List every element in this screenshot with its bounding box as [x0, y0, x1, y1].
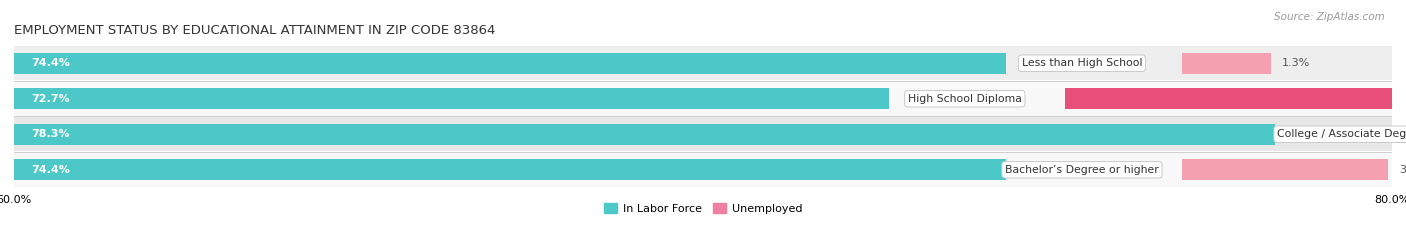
Text: Less than High School: Less than High School	[1022, 58, 1142, 68]
Text: 1.3%: 1.3%	[1282, 58, 1310, 68]
Text: 72.7%: 72.7%	[31, 94, 70, 104]
Legend: In Labor Force, Unemployed: In Labor Force, Unemployed	[599, 199, 807, 218]
Bar	[1182, 159, 1389, 180]
Text: 3.0%: 3.0%	[1399, 165, 1406, 175]
Bar	[14, 153, 1392, 187]
Bar	[14, 53, 1007, 74]
Text: 74.4%: 74.4%	[31, 165, 70, 175]
Bar	[14, 82, 1392, 116]
Text: Bachelor’s Degree or higher: Bachelor’s Degree or higher	[1005, 165, 1159, 175]
Bar	[14, 88, 889, 110]
Bar	[14, 159, 1007, 180]
Bar	[14, 123, 1275, 145]
Text: 78.3%: 78.3%	[31, 129, 70, 139]
Text: College / Associate Degree: College / Associate Degree	[1277, 129, 1406, 139]
Text: EMPLOYMENT STATUS BY EDUCATIONAL ATTAINMENT IN ZIP CODE 83864: EMPLOYMENT STATUS BY EDUCATIONAL ATTAINM…	[14, 24, 495, 37]
Bar	[14, 117, 1392, 151]
Text: High School Diploma: High School Diploma	[908, 94, 1022, 104]
Bar	[14, 46, 1392, 80]
Text: 74.4%: 74.4%	[31, 58, 70, 68]
Text: Source: ZipAtlas.com: Source: ZipAtlas.com	[1274, 12, 1385, 22]
Bar	[1182, 53, 1271, 74]
Bar	[1064, 88, 1406, 110]
